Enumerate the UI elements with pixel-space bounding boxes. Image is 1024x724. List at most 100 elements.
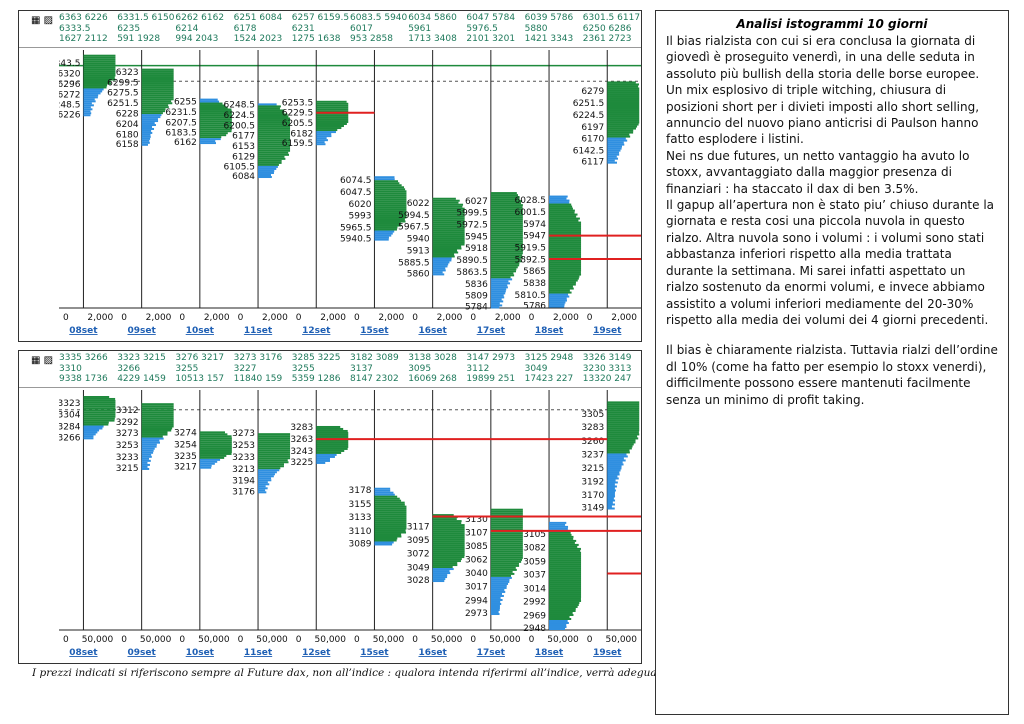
volume-bar <box>258 127 291 130</box>
volume-bar <box>607 443 634 446</box>
volume-bar <box>490 566 516 569</box>
volume-bar <box>607 125 638 128</box>
volume-bar <box>607 479 616 482</box>
volume-bar <box>607 135 631 138</box>
price-label: 5994.5 <box>398 211 430 221</box>
volume-bar <box>607 481 618 484</box>
volume-bar <box>432 564 458 567</box>
volume-bar <box>258 151 289 154</box>
price-label: 6248.5 <box>224 100 256 110</box>
price-label: 6117 <box>581 158 604 168</box>
volume-bar <box>258 461 289 464</box>
date-label: 11set <box>244 648 273 658</box>
volume-bar <box>258 125 291 128</box>
volume-bar <box>549 297 567 300</box>
volume-bar <box>607 445 633 448</box>
volume-bar <box>607 119 640 122</box>
volume-bar <box>490 238 523 241</box>
volume-bar <box>432 271 443 274</box>
price-label: 6027 <box>465 197 488 207</box>
volume-bar <box>374 212 407 215</box>
volume-bar <box>258 477 272 480</box>
volume-bar <box>374 176 395 179</box>
volume-bar <box>607 435 638 438</box>
price-label: 3133 <box>349 513 372 523</box>
analysis-text-box: Analisi istogrammi 10 giorni Il bias ria… <box>655 10 1009 715</box>
volume-bar <box>490 550 523 553</box>
volume-bar <box>549 615 570 618</box>
volume-bar <box>141 68 174 71</box>
volume-bar <box>490 558 522 561</box>
volume-bar <box>549 221 582 224</box>
price-label: 3215 <box>581 464 604 474</box>
volume-bar <box>374 497 400 500</box>
price-label: 3215 <box>116 464 139 474</box>
volume-bar <box>141 457 150 460</box>
volume-bar <box>432 578 446 581</box>
volume-bar <box>549 593 582 596</box>
volume-bar <box>607 453 627 456</box>
volume-bar <box>199 132 228 135</box>
volume-bar <box>432 259 452 262</box>
price-label: 6129 <box>232 152 255 162</box>
volume-bar <box>490 534 523 537</box>
volume-bar <box>141 455 152 458</box>
volume-bar <box>490 600 501 603</box>
price-label: 3273 <box>116 429 139 439</box>
price-label: 3085 <box>465 542 488 552</box>
volume-bar <box>432 536 465 539</box>
x-tick-label: 0 <box>121 313 127 323</box>
volume-bar <box>549 255 582 258</box>
volume-bar <box>432 528 465 531</box>
volume-bar <box>490 232 523 235</box>
volume-bar <box>141 96 174 99</box>
volume-bar <box>607 85 639 88</box>
volume-bar <box>374 509 407 512</box>
volume-bar <box>549 291 572 294</box>
volume-bar <box>83 405 116 408</box>
toolbar-icons[interactable]: ▦ ▨ <box>31 355 54 366</box>
volume-bar <box>432 267 446 270</box>
volume-bar <box>258 133 291 136</box>
volume-bar <box>83 421 109 424</box>
volume-bar <box>490 540 523 543</box>
volume-bar <box>432 253 455 256</box>
price-label: 5919.5 <box>515 244 547 254</box>
volume-bar <box>432 251 459 254</box>
toolbar-icons[interactable]: ▦ ▨ <box>31 15 54 26</box>
volume-bar <box>374 541 394 544</box>
volume-bar <box>258 176 272 179</box>
volume-bar <box>607 411 640 414</box>
volume-bar <box>141 431 168 434</box>
price-label: 3014 <box>523 584 546 594</box>
volume-bar <box>490 518 523 521</box>
volume-bar <box>432 265 448 268</box>
volume-bar <box>432 526 465 529</box>
volume-bar <box>549 581 582 584</box>
volume-bar <box>141 445 157 448</box>
price-label: 3017 <box>465 583 488 593</box>
volume-bar <box>490 576 512 579</box>
price-label: 3263 <box>290 435 313 445</box>
price-label: 5809 <box>465 292 488 302</box>
analysis-body: Il bias rialzista con cui si era conclus… <box>656 31 1008 408</box>
price-label: 5784 <box>465 302 488 312</box>
volume-bar <box>316 112 349 115</box>
x-tick-label: 0 <box>587 313 593 323</box>
volume-bar <box>316 106 349 109</box>
volume-bar <box>199 140 216 143</box>
volume-bar <box>549 565 582 568</box>
volume-bar <box>607 491 615 494</box>
volume-bar <box>199 441 232 444</box>
price-label: 3028 <box>407 576 430 586</box>
volume-bar <box>83 94 99 97</box>
x-tick-label: 50,000 <box>431 635 463 645</box>
volume-bar <box>141 116 161 119</box>
price-label: 2992 <box>523 598 546 608</box>
volume-bar <box>490 596 501 599</box>
volume-bar <box>549 271 581 274</box>
price-label: 6231.5 <box>165 108 197 118</box>
price-label: 6272 <box>59 90 80 100</box>
volume-bar <box>83 86 107 89</box>
volume-bar <box>607 153 620 156</box>
